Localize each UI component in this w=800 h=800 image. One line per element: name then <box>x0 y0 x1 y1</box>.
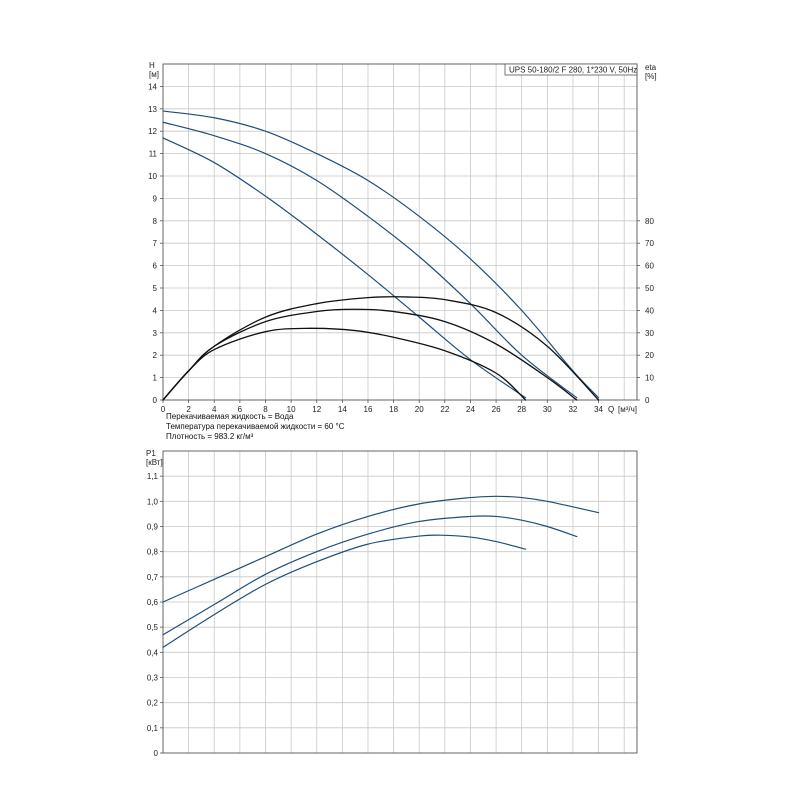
y-tick-label: 9 <box>153 194 158 203</box>
power-curve-1 <box>162 495 600 603</box>
x-tick-label: 30 <box>543 405 552 414</box>
y2-axis-label: eta <box>645 63 657 72</box>
y2-tick-label: 20 <box>645 351 654 360</box>
x-tick-label: 8 <box>263 405 268 414</box>
y-tick-label: 3 <box>153 329 158 338</box>
x-tick-label: 10 <box>287 405 296 414</box>
x-tick-label: 14 <box>338 405 347 414</box>
head-efficiency-chart: 0 2 4 6 8 10 12 14 16 18 20 22 24 26 28 30 32 34012345678… <box>148 61 657 441</box>
x-axis-unit: [м³/ч] <box>618 405 637 414</box>
y-tick-label: 0,1 <box>147 724 159 733</box>
efficiency-curve-3 <box>162 327 527 401</box>
x-tick-label: 28 <box>517 405 526 414</box>
y-tick-label: 1,1 <box>147 472 159 481</box>
y-tick-label: 7 <box>153 239 158 248</box>
head-curve-1 <box>162 110 600 399</box>
chart-title: UPS 50-180/2 F 280, 1*230 V, 50Hz <box>509 66 637 75</box>
y-tick-label: 0,5 <box>147 623 159 632</box>
efficiency-curve-2 <box>162 308 578 401</box>
y2-tick-label: 30 <box>645 329 654 338</box>
x-tick-label: 18 <box>389 405 398 414</box>
power-curve-2 <box>162 515 578 636</box>
y-tick-label: 0,6 <box>147 598 159 607</box>
y-axis-unit: [м] <box>149 70 159 79</box>
y-tick-label: 10 <box>148 172 157 181</box>
y-tick-label: 0,8 <box>147 548 159 557</box>
y-axis-label: P1 <box>146 449 156 458</box>
y2-axis-unit: [%] <box>645 72 657 81</box>
x-tick-label: 4 <box>212 405 217 414</box>
y-tick-label: 2 <box>153 351 158 360</box>
y-tick-label: 5 <box>153 284 158 293</box>
y2-tick-label: 0 <box>645 396 650 405</box>
y-tick-label: 6 <box>153 262 158 271</box>
power-chart: 0 0,1 0,2 0,3 0,4 0,5 0,6 0,7 0,8 0,9 1,0 1,1 P1[кВт… <box>146 449 638 758</box>
head-curve-3 <box>162 137 527 399</box>
x-tick-label: 0 <box>161 405 166 414</box>
power-curve-3 <box>162 534 527 648</box>
x-axis-label: Q <box>608 405 614 414</box>
x-tick-label: 22 <box>440 405 449 414</box>
y-tick-label: 8 <box>153 217 158 226</box>
y-tick-label: 13 <box>148 105 157 114</box>
x-tick-label: 24 <box>466 405 475 414</box>
y-tick-label: 11 <box>149 150 158 159</box>
y-tick-label: 0 <box>154 749 159 758</box>
fluid-note: Перекачиваемая жидкость = Вода <box>166 412 294 421</box>
y2-tick-label: 40 <box>645 306 654 315</box>
y-axis-unit: [кВт] <box>146 458 163 467</box>
fluid-note: Температура перекачиваемой жидкости = 60… <box>166 422 345 431</box>
y-tick-label: 0,2 <box>147 699 159 708</box>
x-tick-label: 16 <box>364 405 373 414</box>
y2-tick-label: 10 <box>645 374 654 383</box>
title-box <box>504 63 638 76</box>
y-tick-label: 0,7 <box>147 573 159 582</box>
y-tick-label: 4 <box>153 306 158 315</box>
efficiency-curve-1 <box>162 296 600 401</box>
y-tick-label: 12 <box>148 127 157 136</box>
y-tick-label: 0,9 <box>147 523 159 532</box>
y-axis-label: H <box>149 61 155 70</box>
head-curve-2 <box>162 121 578 399</box>
x-tick-label: 6 <box>238 405 243 414</box>
y2-tick-label: 50 <box>645 284 654 293</box>
x-tick-label: 12 <box>312 405 321 414</box>
x-tick-label: 26 <box>492 405 501 414</box>
plot-frame <box>162 63 638 401</box>
y2-tick-label: 80 <box>645 217 654 226</box>
x-tick-label: 2 <box>186 405 191 414</box>
y2-tick-label: 70 <box>645 239 654 248</box>
y-tick-label: 0,3 <box>147 674 159 683</box>
fluid-note: Плотность = 983.2 кг/м³ <box>166 432 254 441</box>
y-tick-label: 14 <box>148 82 157 91</box>
y-tick-label: 1 <box>153 374 158 383</box>
y2-tick-label: 60 <box>645 262 654 271</box>
y-tick-label: 1,0 <box>147 497 159 506</box>
x-tick-label: 20 <box>415 405 424 414</box>
x-tick-label: 34 <box>594 405 603 414</box>
x-tick-label: 32 <box>568 405 577 414</box>
y-tick-label: 0 <box>153 396 158 405</box>
y-tick-label: 0,4 <box>147 648 159 657</box>
